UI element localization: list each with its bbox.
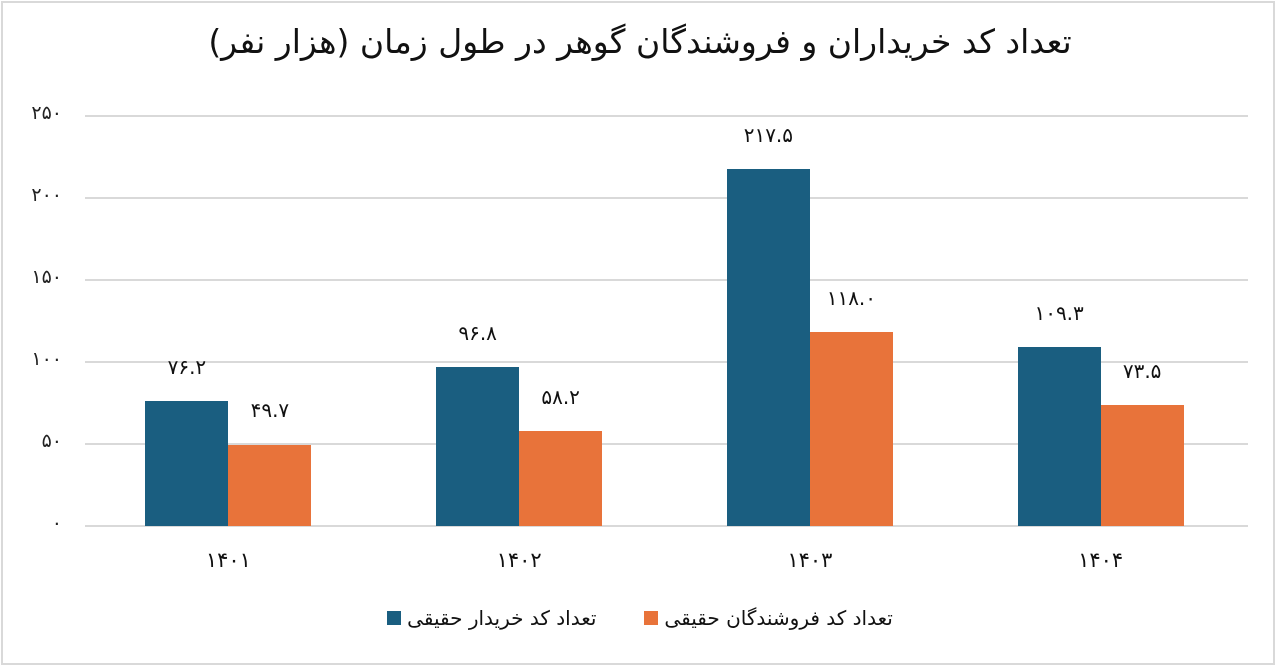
legend-label: تعداد کد خریدار حقیقی xyxy=(407,606,597,630)
y-tick-label: ۲۵۰ xyxy=(31,102,62,124)
bar-series-1 xyxy=(145,401,229,526)
data-label: ۷۶.۲ xyxy=(167,355,207,380)
bar-series-2 xyxy=(1100,405,1184,526)
gridline xyxy=(85,197,1248,199)
gridline xyxy=(85,443,1248,445)
x-tick-label: ۱۴۰۲ xyxy=(496,548,542,572)
chart-title: تعداد کد خریداران و فروشندگان گوهر در طو… xyxy=(208,22,1072,61)
gridline xyxy=(85,525,1248,527)
bar-series-2 xyxy=(228,444,312,526)
bar-series-2 xyxy=(519,430,603,526)
legend-item: تعداد کد خریدار حقیقی xyxy=(387,606,596,630)
data-label: ۴۹.۷ xyxy=(250,398,290,423)
bar-series-2 xyxy=(809,332,893,526)
gridline xyxy=(85,361,1248,363)
data-label: ۵۸.۲ xyxy=(541,384,580,409)
y-tick-label: ۲۰۰ xyxy=(31,184,62,206)
y-tick-label: ۱۵۰ xyxy=(31,266,62,288)
data-label: ۲۱۷.۵ xyxy=(743,123,794,148)
legend-swatch-icon xyxy=(387,611,402,625)
data-label: ۷۳.۵ xyxy=(1122,359,1162,384)
plot-area: ۷۶.۲ ۴۹.۷ ۹۶.۸ ۵۸.۲ ۲۱۷.۵ ۱۱۸.۰ ۱۰۹.۳ ۷۳.۵ xyxy=(85,115,1248,527)
bar-series-1 xyxy=(1017,346,1101,526)
gridline xyxy=(85,115,1248,117)
y-tick-label: ۵۰ xyxy=(41,430,62,452)
data-label: ۱۱۸.۰ xyxy=(826,286,877,311)
x-tick-label: ۱۴۰۴ xyxy=(1078,548,1124,572)
bar-series-1 xyxy=(726,169,810,526)
bar-series-1 xyxy=(436,367,520,526)
x-tick-label: ۱۴۰۱ xyxy=(205,548,251,572)
y-tick-label: ۱۰۰ xyxy=(31,348,62,370)
y-tick-label: ۰ xyxy=(51,512,62,534)
legend-label: تعداد کد فروشندگان حقیقی xyxy=(664,606,893,630)
x-tick-label: ۱۴۰۳ xyxy=(787,548,833,572)
legend-item: تعداد کد فروشندگان حقیقی xyxy=(644,606,893,630)
legend: تعداد کد خریدار حقیقی تعداد کد فروشندگان … xyxy=(0,606,1280,630)
data-label: ۹۶.۸ xyxy=(458,321,497,346)
gridline xyxy=(85,279,1248,281)
data-label: ۱۰۹.۳ xyxy=(1034,300,1084,325)
legend-swatch-icon xyxy=(644,611,659,625)
